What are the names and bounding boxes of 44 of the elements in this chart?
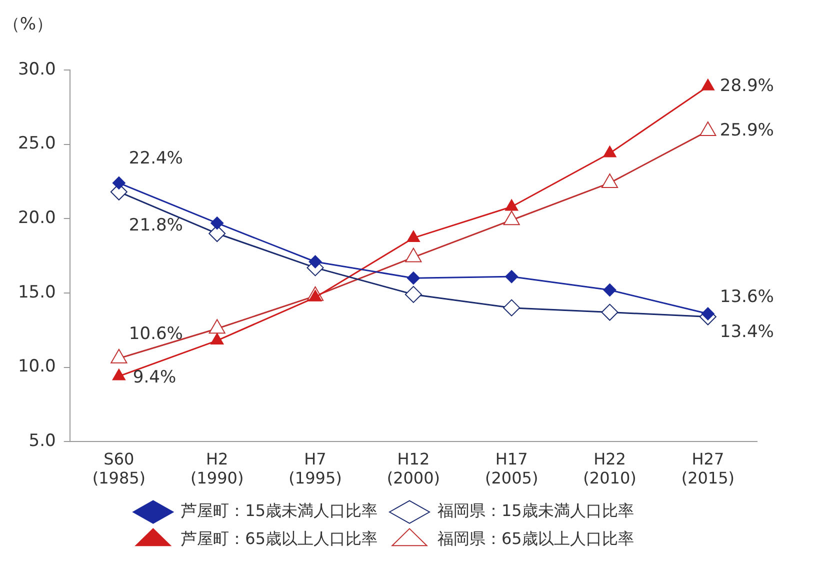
- y-tick-label: 25.0: [18, 134, 56, 154]
- y-tick-label: 15.0: [18, 282, 56, 302]
- x-tick-label: H2 (1990): [190, 449, 244, 488]
- data-label: 9.4%: [132, 368, 176, 388]
- point: [601, 304, 618, 321]
- point: [503, 210, 520, 226]
- data-label: 22.4%: [128, 148, 183, 168]
- data-label: 10.6%: [128, 324, 183, 344]
- x-tick-label: H22 (2010): [583, 449, 636, 488]
- point: [210, 216, 224, 230]
- legend-label: 芦屋町：65歳以上人口比率: [181, 529, 378, 548]
- y-tick-label: 20.0: [18, 208, 56, 228]
- y-tick-label: 30.0: [18, 59, 56, 80]
- data-label: 21.8%: [128, 215, 183, 236]
- y-tick-label: 10.0: [18, 356, 56, 377]
- x-tick-label: H17 (2005): [484, 449, 538, 488]
- point: [208, 225, 226, 242]
- legend-label: 芦屋町：15歳未満人口比率: [181, 501, 378, 520]
- data-label: 25.9%: [720, 120, 774, 140]
- x-tick-label: H27 (2015): [681, 449, 735, 488]
- point: [601, 173, 618, 188]
- x-tick-label: H12 (2000): [386, 449, 440, 488]
- point: [406, 272, 420, 285]
- x-tick-label: S60 (1985): [92, 449, 146, 488]
- point: [406, 230, 420, 242]
- data-label: 13.4%: [720, 322, 774, 342]
- y-tick-label: 5.0: [28, 431, 56, 452]
- point: [603, 146, 616, 158]
- point: [701, 307, 714, 320]
- legend-label: 福岡県：15歳未満人口比率: [438, 501, 634, 520]
- data-label: 13.6%: [720, 287, 774, 308]
- point: [700, 121, 716, 136]
- point: [701, 78, 714, 90]
- point: [404, 286, 422, 303]
- point: [308, 255, 322, 268]
- legend-label: 福岡県：65歳以上人口比率: [438, 529, 634, 548]
- point: [503, 299, 520, 316]
- y-axis-title: （%）: [2, 14, 54, 34]
- point: [603, 283, 616, 296]
- x-tick-label: H7 (1995): [288, 449, 342, 488]
- data-label: 28.9%: [720, 76, 774, 96]
- point: [112, 176, 126, 190]
- point: [505, 270, 518, 284]
- point: [505, 199, 518, 211]
